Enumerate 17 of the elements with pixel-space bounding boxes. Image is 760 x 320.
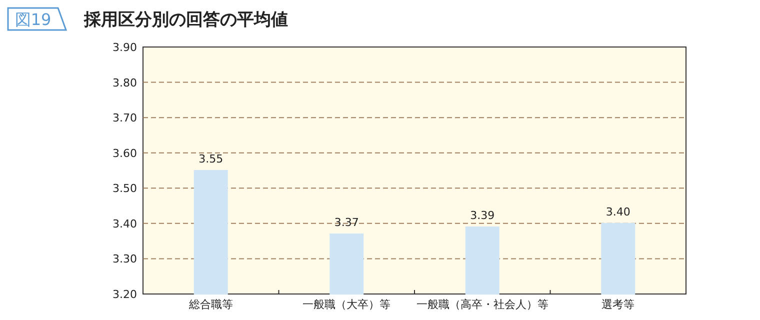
y-tick-label: 3.50 — [112, 182, 137, 196]
y-tick-label: 3.60 — [112, 146, 137, 160]
caption: 図19 — [14, 10, 52, 29]
data-label: 3.39 — [470, 208, 495, 222]
x-tick-label: 総合職等 — [188, 298, 233, 311]
y-tick-label: 3.90 — [112, 41, 137, 54]
data-label: 3.40 — [606, 205, 630, 218]
x-tick-label: 一般職（高卒・社会人）等 — [416, 298, 548, 311]
x-tick-label: 選考等 — [602, 298, 635, 311]
y-tick-label: 3.40 — [112, 217, 137, 230]
chart-title: 採用区分別の回答の平均値 — [83, 10, 288, 30]
y-tick-label: 3.20 — [112, 288, 137, 301]
y-tick-label: 3.30 — [112, 252, 137, 266]
x-tick-label: 一般職（大卒）等 — [302, 298, 391, 311]
y-tick-label: 3.80 — [112, 76, 137, 90]
data-label: 3.55 — [198, 152, 224, 166]
y-tick-label: 3.70 — [112, 112, 137, 125]
